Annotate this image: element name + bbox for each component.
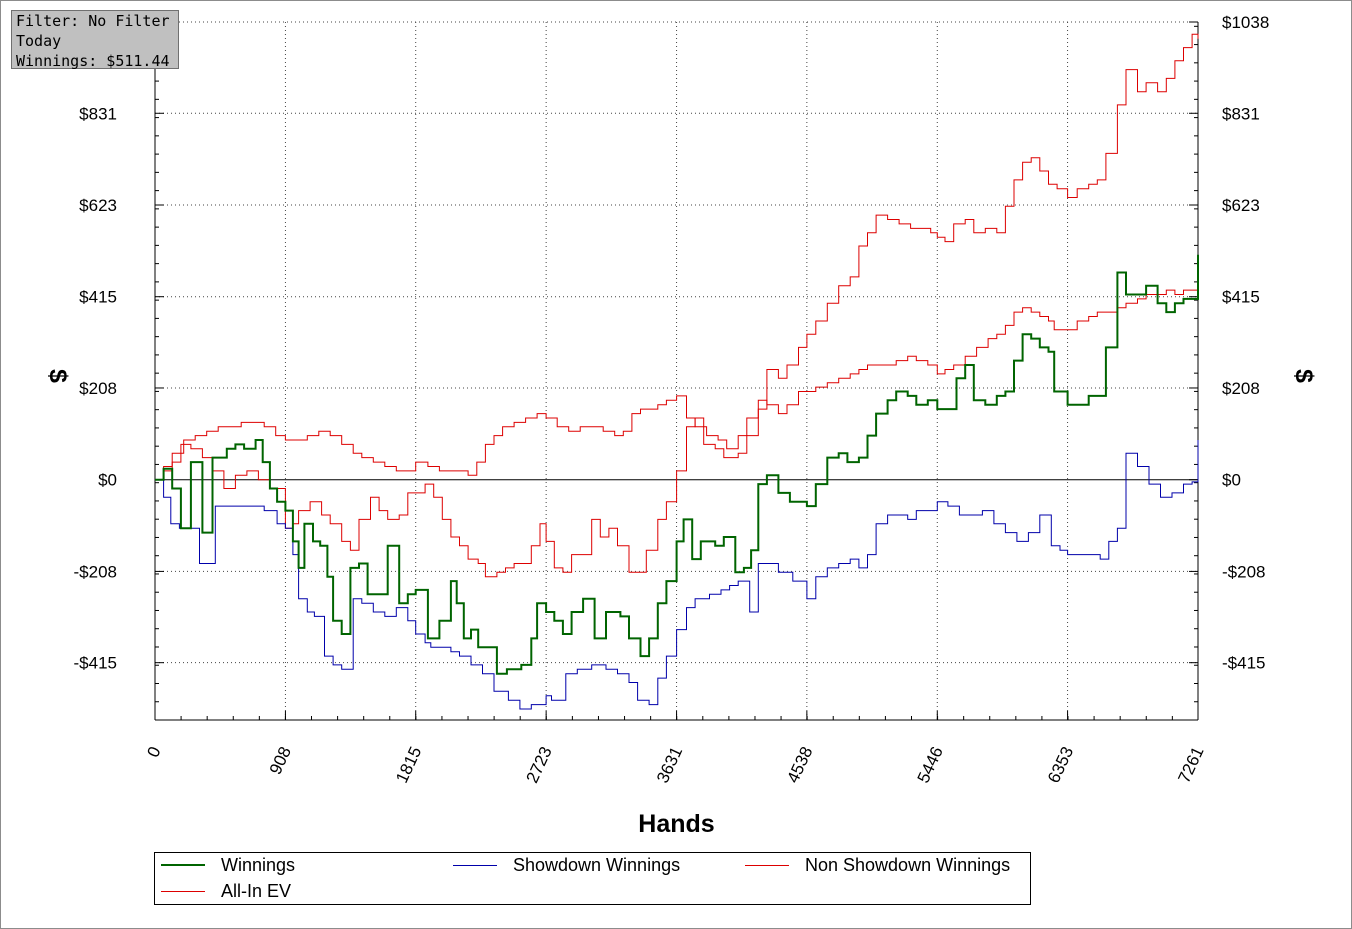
filter-info-box: Filter: No Filter Today Winnings: $511.4… — [11, 10, 179, 70]
y-tick-label-left: -$415 — [74, 654, 117, 673]
series-line-non-showdown-winnings — [155, 33, 1199, 578]
y-tick-label-right: $1038 — [1222, 13, 1269, 32]
x-tick-label: 6353 — [1044, 744, 1077, 786]
x-tick-label: 2723 — [523, 744, 556, 786]
winnings-total-label: Winnings: $511.44 — [16, 52, 170, 70]
y-tick-label-right: -$208 — [1222, 562, 1265, 581]
legend-item-winnings: Winnings — [161, 853, 295, 877]
legend-label-showdown-winnings: Showdown Winnings — [513, 854, 681, 875]
legend: Winnings Showdown Winnings Non Showdown … — [154, 852, 1031, 905]
series-line-winnings — [155, 254, 1199, 675]
y-tick-label-left: $0 — [98, 471, 117, 490]
legend-item-non-showdown-winnings: Non Showdown Winnings — [745, 853, 1010, 877]
y-tick-label-right: -$415 — [1222, 654, 1265, 673]
series-line-all-in-ev — [155, 289, 1199, 481]
y-tick-label-right: $208 — [1222, 379, 1260, 398]
x-axis-title: Hands — [638, 810, 714, 838]
y-axis-title-right: $ — [1290, 369, 1318, 383]
legend-label-non-showdown-winnings: Non Showdown Winnings — [805, 854, 1011, 875]
y-tick-label-right: $415 — [1222, 288, 1260, 307]
legend-label-winnings: Winnings — [221, 854, 296, 875]
period-label: Today — [16, 32, 62, 50]
y-tick-label-right: $623 — [1222, 196, 1260, 215]
legend-item-all-in-ev: All-In EV — [161, 879, 291, 903]
legend-swatch-all-in-ev — [161, 890, 205, 892]
y-tick-label-right: $831 — [1222, 104, 1260, 123]
x-tick-label: 908 — [266, 744, 295, 778]
legend-swatch-showdown-winnings — [453, 864, 497, 866]
series-line-showdown-winnings — [155, 440, 1199, 710]
y-tick-label-right: $0 — [1222, 471, 1241, 490]
x-tick-label: 1815 — [392, 744, 425, 786]
filter-label: Filter: No Filter — [16, 12, 170, 30]
x-tick-label: 3631 — [653, 744, 686, 786]
y-axis-title-left: $ — [44, 369, 72, 383]
x-tick-label: 0 — [143, 744, 164, 761]
legend-swatch-winnings — [161, 864, 205, 866]
legend-item-showdown-winnings: Showdown Winnings — [453, 853, 680, 877]
legend-swatch-non-showdown-winnings — [745, 864, 789, 866]
y-tick-label-left: $415 — [79, 288, 117, 307]
x-tick-label: 7261 — [1174, 744, 1207, 786]
y-tick-label-left: $831 — [79, 104, 117, 123]
y-tick-label-left: $623 — [79, 196, 117, 215]
legend-label-all-in-ev: All-In EV — [221, 880, 292, 901]
x-tick-label: 5446 — [914, 744, 947, 786]
y-tick-label-left: $208 — [79, 379, 117, 398]
x-tick-label: 4538 — [783, 744, 816, 786]
y-tick-label-left: -$208 — [74, 562, 117, 581]
